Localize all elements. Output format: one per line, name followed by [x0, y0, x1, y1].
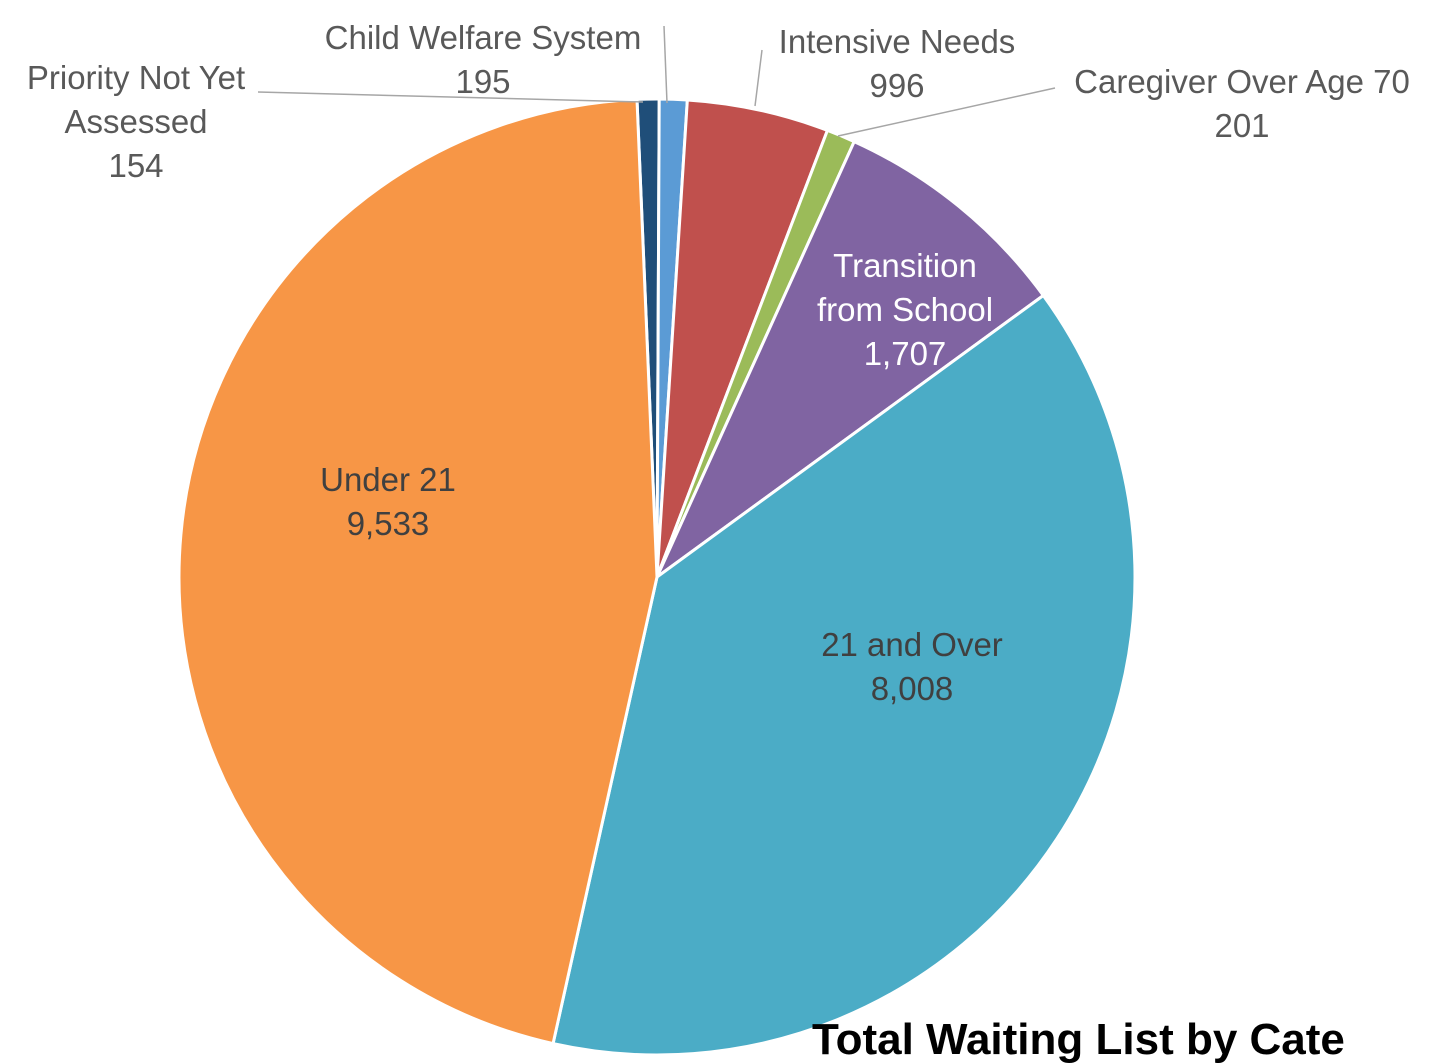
pie-slice-21-and-over: [551, 293, 1137, 1057]
leader-line-caregiver-over-age-70: [837, 87, 1056, 137]
chart-title: Total Waiting List by Cate: [812, 1015, 1345, 1064]
slice-label-child-welfare-system: Child Welfare System: [325, 19, 642, 56]
slice-value-child-welfare-system: 195: [455, 63, 510, 100]
slice-label-priority-not-yet-assessed-line-1: Priority Not Yet: [27, 59, 245, 96]
pie-slice-transition-from-school: [655, 140, 1045, 579]
leader-line-intensive-needs: [754, 49, 763, 107]
leader-line-child-welfare-system: [663, 25, 668, 104]
slice-label-transition-from-school-line-1: Transition: [833, 247, 977, 284]
slice-label-transition-from-school-line-2: from School: [817, 291, 993, 328]
slice-value-priority-not-yet-assessed: 154: [108, 147, 163, 184]
slice-label-intensive-needs: Intensive Needs: [779, 23, 1016, 60]
leader-lines: [257, 25, 1056, 137]
slice-label-caregiver-over-age-70: Caregiver Over Age 70: [1074, 63, 1410, 100]
slice-value-transition-from-school: 1,707: [864, 335, 947, 372]
slice-value-under-21: 9,533: [347, 505, 430, 542]
slice-label-under-21: Under 21: [320, 461, 456, 498]
slice-labels: Priority Not Yet Assessed 154 Child Welfare…: [27, 19, 1410, 707]
slice-label-21-and-over: 21 and Over: [821, 626, 1003, 663]
slice-value-intensive-needs: 996: [869, 67, 924, 104]
slice-value-caregiver-over-age-70: 201: [1214, 107, 1269, 144]
pie-slices: [177, 97, 1137, 1057]
leader-line-priority-not-yet-assessed: [257, 91, 644, 103]
slice-value-21-and-over: 8,008: [871, 670, 954, 707]
pie-slice-under-21: [177, 97, 659, 1046]
slice-label-priority-not-yet-assessed-line-2: Assessed: [64, 103, 207, 140]
